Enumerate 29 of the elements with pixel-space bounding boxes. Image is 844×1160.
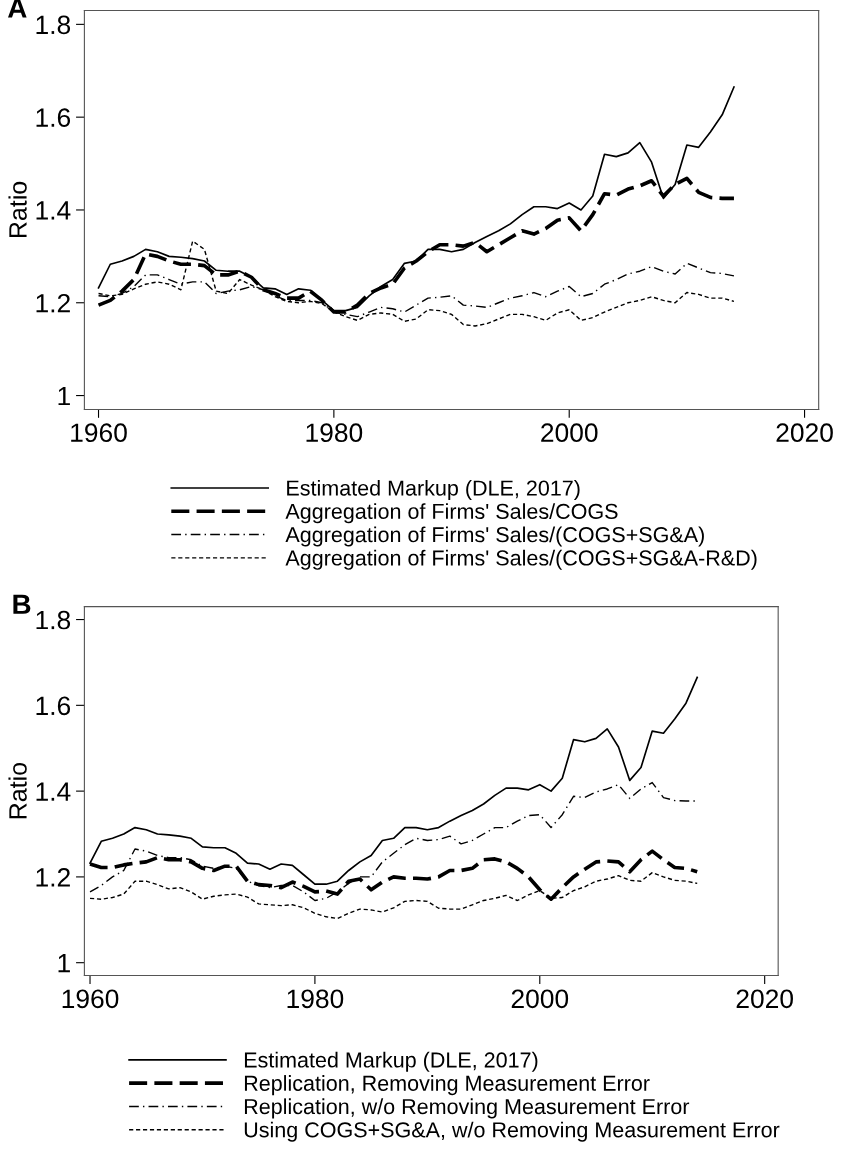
y-tick-label: 1.8 [36, 15, 71, 35]
y-tick-label: 1.6 [36, 108, 71, 127]
x-tick-label: 2020 [736, 989, 793, 1009]
y-tick-label: 1.4 [36, 782, 71, 801]
legend-label: Replication, w/o Removing Measurement Error [244, 1098, 690, 1119]
x-tick-label: 2020 [776, 423, 833, 443]
y-axis-title: Ratio [8, 181, 27, 238]
x-tick-label: 1980 [287, 989, 344, 1009]
legend-label: Aggregation of Firms' Sales/COGS [285, 503, 618, 524]
y-tick-label: 1.6 [36, 696, 71, 716]
text: B [13, 594, 31, 614]
x-tick-label: 1960 [62, 989, 119, 1009]
y-tick-label: 1.2 [36, 868, 70, 887]
x-tick-label: 1960 [71, 423, 127, 443]
y-tick-label: 1 [58, 954, 70, 973]
legend-label: Aggregation of Firms' Sales/(COGS+SG&A-R&D) [285, 549, 757, 570]
legend-label: Using COGS+SG&A, w/o Removing Measurement Error [244, 1121, 780, 1142]
y-tick-label: 1.2 [36, 293, 70, 313]
y-tick-label: 1.4 [36, 201, 71, 220]
legend-label: Replication, Removing Measurement Error [244, 1075, 650, 1096]
y-axis-title: Ratio [8, 762, 27, 819]
legend-label: Aggregation of Firms' Sales/(COGS+SG&A) [285, 526, 704, 547]
legend-label: Estimated Markup (DLE, 2017) [244, 1051, 538, 1072]
x-tick-label: 1980 [306, 423, 363, 443]
y-tick-label: 1.8 [36, 610, 71, 630]
y-tick-label: 1 [58, 386, 70, 406]
x-tick-label: 2000 [511, 989, 569, 1009]
legend-label: Estimated Markup (DLE, 2017) [287, 479, 580, 500]
x-tick-label: 2000 [541, 423, 598, 443]
